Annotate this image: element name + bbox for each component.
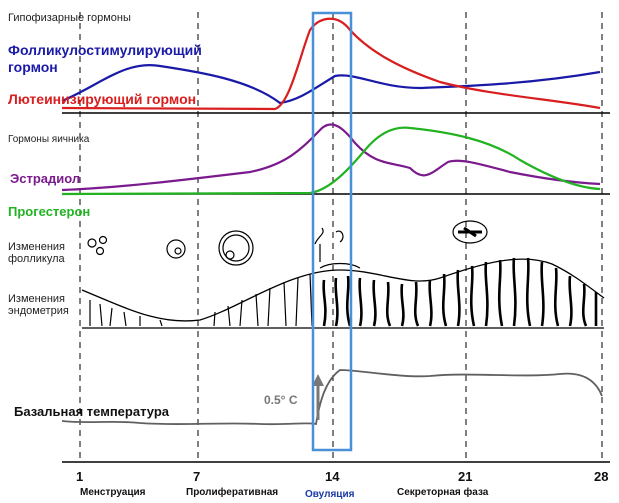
follicle-label-1: Изменения [8, 241, 65, 253]
endometrium-label-1: Изменения [8, 293, 65, 305]
follicle-label-2: фолликула [8, 253, 65, 265]
endometrium-secretory-glands [322, 257, 598, 327]
temperature-label: Базальная температура [14, 404, 169, 419]
fsh-curve [61, 64, 601, 105]
lh-label: Лютеинизирующий гормон [8, 91, 197, 107]
temperature-curve [61, 369, 603, 426]
phase-ovulation: Овуляция [305, 489, 355, 500]
axis-tick-28: 28 [594, 469, 609, 484]
estradiol-curve [61, 123, 601, 192]
progesterone-label: Прогестерон [8, 204, 91, 219]
ovary-heading: Гормоны яичника [8, 134, 90, 145]
endometrium-label-2: эндометрия [8, 305, 69, 317]
phase-proliferative: Пролиферативная [186, 487, 279, 498]
endometrium-upper-outline [81, 258, 605, 322]
ovulation-highlight-box [311, 11, 353, 452]
estradiol-label: Эстрадиол [10, 171, 81, 186]
phase-menstruation: Менструация [80, 487, 146, 498]
axis-tick-7: 7 [193, 469, 201, 484]
axis-tick-14: 14 [325, 469, 340, 484]
fsh-label: Фолликулостимулирующий [8, 42, 202, 58]
axis-tick-21: 21 [458, 469, 473, 484]
phase-secretory: Секреторная фаза [397, 487, 489, 498]
fsh-label-line-2: гормон [8, 59, 58, 75]
pituitary-heading: Гипофизарные гормоны [8, 12, 131, 24]
lh-curve [61, 17, 601, 111]
endometrium-upper-outline-2 [319, 262, 361, 269]
follicle-drawings [87, 220, 488, 266]
endometrium-glands [89, 273, 313, 327]
temperature-rise-annotation: 0.5° C [264, 393, 298, 407]
temperature-rise-arrowhead [312, 374, 324, 386]
axis-tick-1: 1 [76, 469, 84, 484]
progesterone-curve [61, 126, 601, 196]
